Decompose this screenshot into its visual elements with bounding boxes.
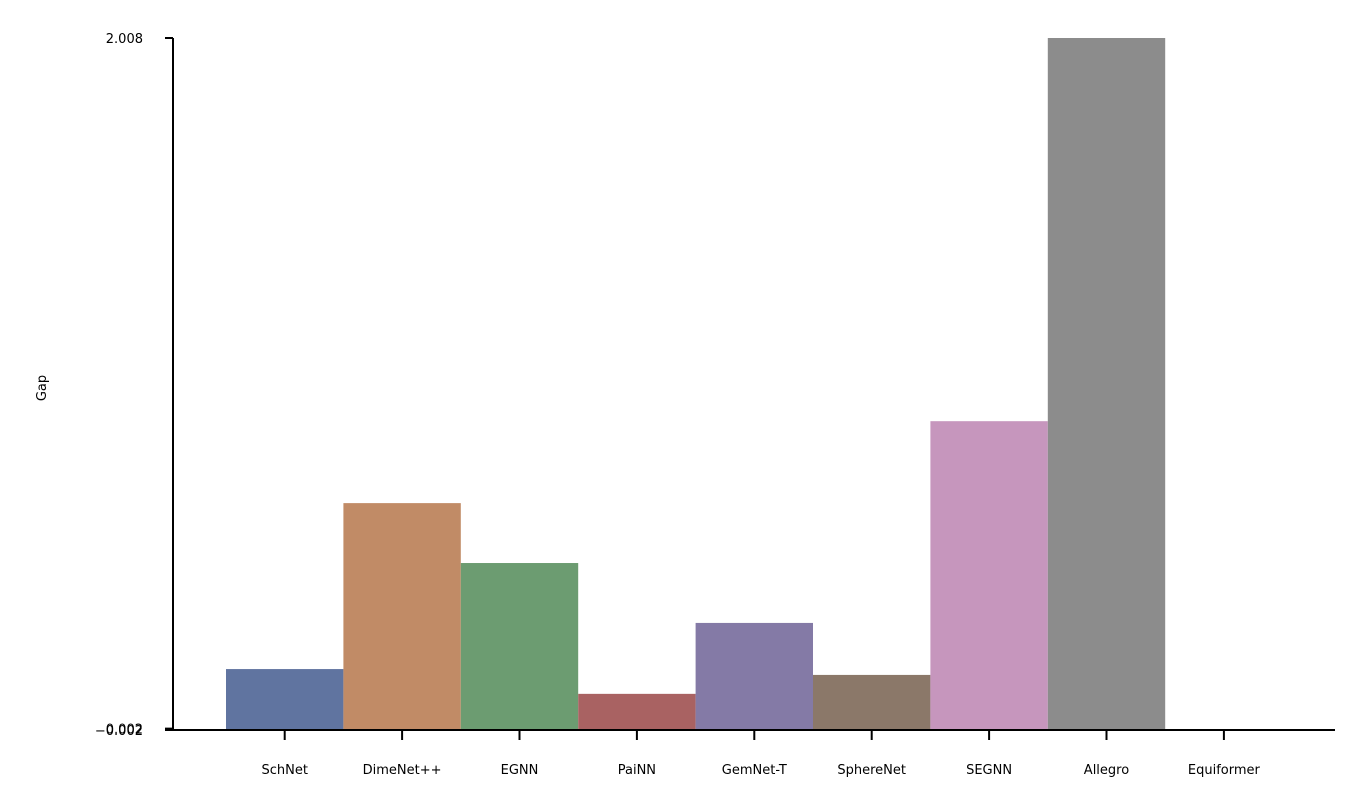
x-tick-label: EGNN	[501, 763, 539, 778]
x-tick-label: DimeNet++	[363, 763, 442, 778]
y-tick-label: 0.002	[106, 723, 143, 738]
x-tick-label: Equiformer	[1188, 763, 1261, 778]
bar	[813, 674, 931, 730]
bar	[930, 421, 1048, 730]
bar	[578, 693, 696, 730]
bar	[1047, 38, 1166, 730]
y-tick-label: −0.002	[95, 724, 143, 739]
x-tick-label: PaiNN	[618, 763, 656, 778]
y-tick-label: 2.008	[106, 32, 143, 47]
x-tick-label: Allegro	[1084, 763, 1129, 778]
y-axis-label: Gap	[35, 375, 50, 401]
bar	[695, 622, 813, 730]
bar	[343, 503, 461, 730]
x-tick-label: SphereNet	[837, 763, 906, 778]
x-tick-label: SchNet	[261, 763, 307, 778]
bar	[460, 563, 579, 730]
x-tick-label: SEGNN	[966, 763, 1012, 778]
x-tick-label: GemNet-T	[722, 763, 787, 778]
bar	[226, 669, 344, 730]
